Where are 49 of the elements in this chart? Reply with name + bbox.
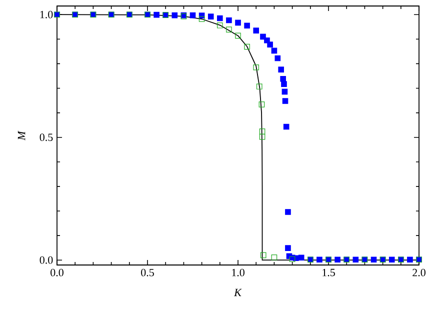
point — [298, 254, 304, 261]
point — [259, 134, 266, 140]
point — [217, 15, 223, 22]
point — [316, 256, 322, 262]
point — [260, 252, 266, 258]
point — [282, 98, 288, 104]
point — [244, 44, 250, 50]
point — [278, 66, 284, 72]
point — [388, 256, 395, 262]
point — [258, 102, 265, 108]
point — [198, 16, 205, 22]
point — [271, 254, 278, 260]
point — [271, 48, 278, 54]
point — [285, 245, 291, 251]
point — [274, 55, 281, 62]
point — [267, 42, 273, 48]
point — [256, 84, 262, 90]
point — [283, 124, 290, 130]
point — [172, 12, 178, 18]
x-tick-label: 1.5 — [322, 268, 335, 276]
point — [235, 32, 241, 39]
point — [208, 14, 214, 20]
point — [285, 209, 291, 215]
x-tick-label: 0.0 — [50, 268, 64, 276]
point — [282, 88, 288, 95]
x-axis-title: K — [234, 288, 242, 296]
x-tick-label: 2.0 — [412, 268, 426, 276]
point — [407, 256, 413, 262]
point — [190, 12, 196, 18]
point — [280, 76, 286, 82]
y-tick-label: 0.0 — [40, 256, 53, 264]
point — [370, 256, 377, 262]
point — [226, 26, 232, 32]
y-axis-title: M — [18, 130, 26, 140]
x-tick-label: 0.5 — [141, 268, 154, 276]
point — [259, 128, 266, 134]
point — [352, 256, 359, 262]
point — [253, 64, 260, 70]
y-tick-label: 1.0 — [40, 10, 53, 18]
y-tick-label: 0.5 — [40, 134, 53, 142]
point — [235, 20, 241, 26]
point — [217, 22, 223, 28]
point — [253, 28, 260, 34]
point — [226, 17, 232, 24]
point — [244, 22, 250, 29]
point — [154, 12, 160, 18]
point — [334, 256, 340, 262]
x-tick-label: 1.0 — [232, 268, 244, 276]
point — [281, 81, 287, 87]
